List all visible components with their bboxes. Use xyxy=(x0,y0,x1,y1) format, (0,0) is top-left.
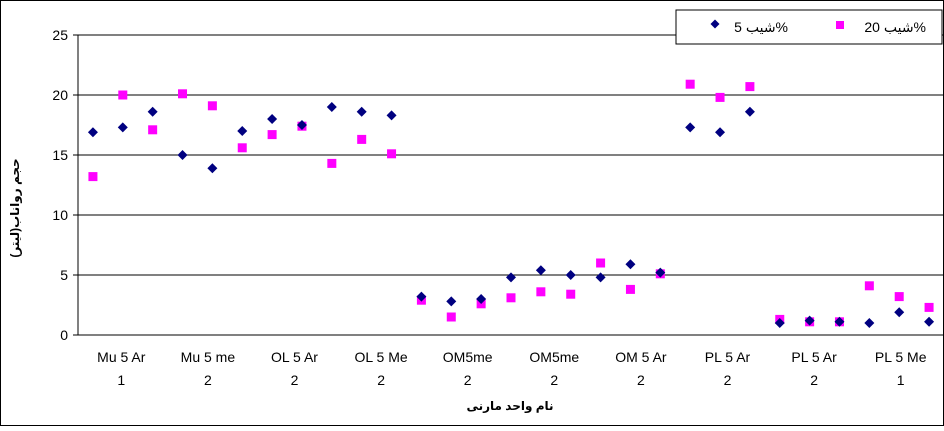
x-tick-label: PL 5 Ar xyxy=(705,349,751,365)
point-slope-5 xyxy=(117,122,128,133)
point-slope-5 xyxy=(87,127,98,138)
x-tick-label: OM5me xyxy=(443,349,493,365)
legend-marker-diamond xyxy=(710,19,720,29)
point-slope-20 xyxy=(924,302,934,312)
x-tick-label: OL 5 Ar xyxy=(271,349,318,365)
x-tick-label-line2: 2 xyxy=(724,372,732,388)
point-slope-20 xyxy=(506,293,516,303)
point-slope-5 xyxy=(744,106,755,117)
point-slope-5 xyxy=(296,120,307,130)
point-slope-5 xyxy=(804,315,815,326)
point-slope-5 xyxy=(595,272,606,283)
point-slope-20 xyxy=(327,158,337,168)
point-slope-20 xyxy=(685,79,695,89)
y-tick-label: 0 xyxy=(60,327,68,343)
x-tick-label-line2: 1 xyxy=(117,372,125,388)
point-slope-20 xyxy=(387,149,397,159)
y-tick-label: 10 xyxy=(52,207,68,223)
point-slope-20 xyxy=(566,289,576,299)
point-slope-20 xyxy=(625,284,635,294)
x-tick-label-line2: 2 xyxy=(810,372,818,388)
point-slope-5 xyxy=(147,106,158,117)
point-slope-5 xyxy=(207,163,218,174)
x-tick-label-line2: 2 xyxy=(550,372,558,388)
point-slope-20 xyxy=(178,89,188,99)
legend-label-slope-20: شیب 20% xyxy=(864,19,926,35)
point-slope-5 xyxy=(326,102,337,112)
point-slope-5 xyxy=(535,265,546,276)
x-tick-label-line2: 2 xyxy=(291,372,299,388)
point-slope-5 xyxy=(506,272,516,283)
point-slope-20 xyxy=(237,143,247,153)
point-slope-5 xyxy=(177,150,188,160)
x-tick-label-line2: 1 xyxy=(897,372,905,388)
point-slope-20 xyxy=(864,281,874,291)
point-slope-5 xyxy=(655,267,666,278)
point-slope-20 xyxy=(446,312,456,322)
x-tick-label-line2: 2 xyxy=(204,372,212,388)
point-slope-5 xyxy=(565,270,576,280)
x-tick-label-line2: 2 xyxy=(377,372,385,388)
point-slope-5 xyxy=(864,318,875,328)
point-slope-20 xyxy=(596,258,606,268)
point-slope-20 xyxy=(118,90,128,100)
x-tick-label: OL 5 Me xyxy=(355,349,408,365)
point-slope-5 xyxy=(416,291,427,302)
y-axis-label: حجم رواناب(لیتر) xyxy=(8,158,23,257)
tick-labels: 0 5 10 15 20 25 Mu 5 Ar 1 Mu 5 me 2 OL 5 Ar 2 OL 5 M… xyxy=(52,27,926,388)
x-tick-label-line2: 2 xyxy=(464,372,472,388)
point-slope-20 xyxy=(894,292,904,302)
x-tick-label: PL 5 Me xyxy=(875,349,927,365)
point-slope-5 xyxy=(267,114,278,124)
legend-box xyxy=(675,9,943,45)
point-slope-5 xyxy=(894,307,905,318)
point-slope-20 xyxy=(715,92,725,102)
legend-marker-square xyxy=(836,21,844,29)
y-tick-label: 5 xyxy=(60,267,68,283)
point-slope-20 xyxy=(267,130,277,140)
x-tick-label: OM5me xyxy=(529,349,579,365)
point-slope-5 xyxy=(924,316,935,327)
point-slope-20 xyxy=(745,82,755,92)
x-tick-label: OM 5 Ar xyxy=(615,349,667,365)
y-tick-label: 20 xyxy=(52,87,68,103)
point-slope-5 xyxy=(715,127,726,138)
data-points xyxy=(87,79,935,328)
point-slope-5 xyxy=(834,316,845,327)
legend-label-slope-5: شیب 5% xyxy=(734,19,788,35)
x-tick-label: Mu 5 Ar xyxy=(97,349,146,365)
point-slope-5 xyxy=(386,110,397,121)
point-slope-5 xyxy=(774,318,785,328)
point-slope-20 xyxy=(536,287,546,297)
point-slope-5 xyxy=(237,126,248,136)
axes xyxy=(73,34,944,336)
point-slope-20 xyxy=(148,125,158,135)
point-slope-20 xyxy=(207,101,217,111)
y-tick-label: 25 xyxy=(52,27,68,43)
point-slope-5 xyxy=(625,259,636,270)
point-slope-5 xyxy=(446,296,457,307)
legend: شیب 20% شیب 5% xyxy=(675,9,943,45)
x-tick-label: Mu 5 me xyxy=(181,349,236,365)
point-slope-5 xyxy=(476,294,487,304)
x-tick-label-line2: 2 xyxy=(637,372,645,388)
point-slope-20 xyxy=(357,134,367,144)
point-slope-5 xyxy=(685,122,696,133)
x-tick-label: PL 5 Ar xyxy=(791,349,837,365)
y-tick-label: 15 xyxy=(52,147,68,163)
point-slope-5 xyxy=(356,106,367,117)
x-axis-label: نام واحد مارنی xyxy=(466,399,553,414)
point-slope-20 xyxy=(88,172,98,182)
